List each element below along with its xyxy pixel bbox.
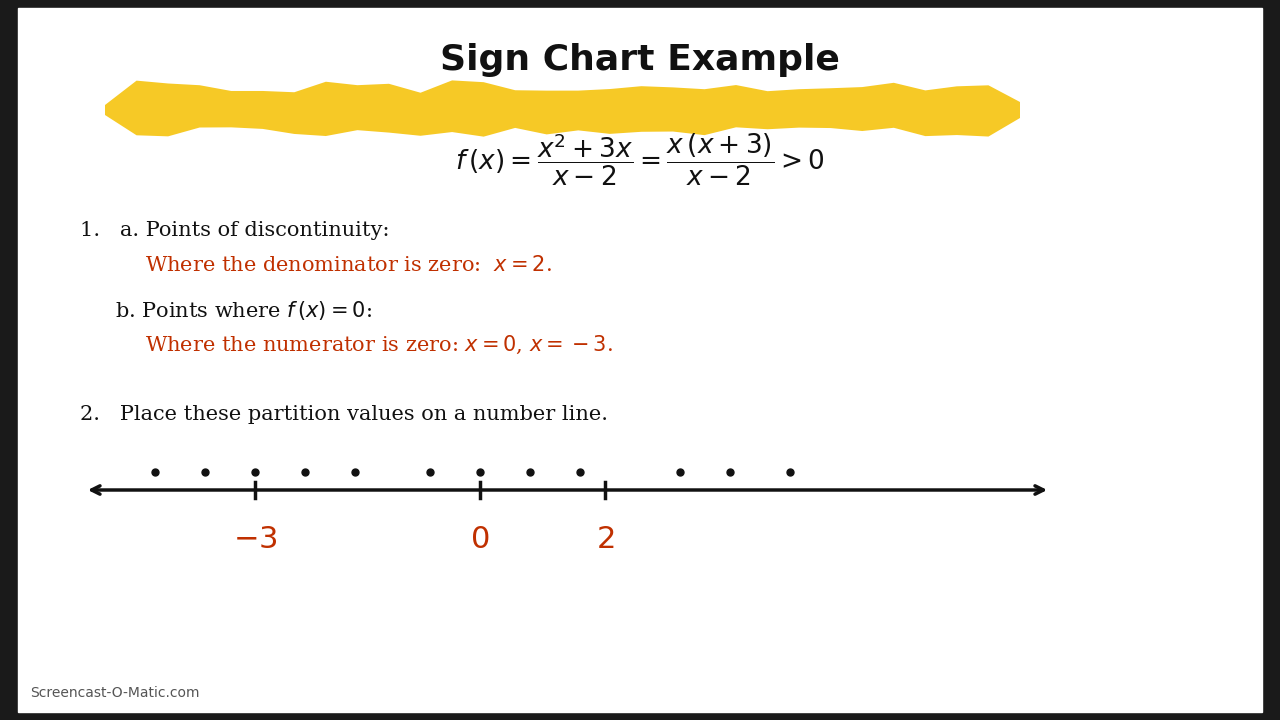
Bar xyxy=(0,0,1280,8)
Text: Sign Chart Example: Sign Chart Example xyxy=(440,43,840,77)
Text: 1.   a. Points of discontinuity:: 1. a. Points of discontinuity: xyxy=(79,220,389,240)
Text: $2$: $2$ xyxy=(595,525,614,554)
Text: $0$: $0$ xyxy=(470,525,490,554)
Text: Where the denominator is zero:  $x = 2$.: Where the denominator is zero: $x = 2$. xyxy=(145,255,552,275)
Text: $f\,(x) = \dfrac{x^2 + 3x}{x - 2} = \dfrac{x\,(x + 3)}{x - 2} > 0$: $f\,(x) = \dfrac{x^2 + 3x}{x - 2} = \dfr… xyxy=(456,132,824,189)
Text: Screencast-O-Matic.com: Screencast-O-Matic.com xyxy=(29,686,200,700)
Polygon shape xyxy=(105,81,1020,137)
Text: Where the numerator is zero: $x = 0$, $x = -3$.: Where the numerator is zero: $x = 0$, $x… xyxy=(145,334,613,356)
Bar xyxy=(0,0,18,720)
Bar xyxy=(1262,0,1280,720)
Bar xyxy=(0,712,1280,720)
Text: b. Points where $f\,(x) = 0$:: b. Points where $f\,(x) = 0$: xyxy=(115,299,372,322)
Text: 2.   Place these partition values on a number line.: 2. Place these partition values on a num… xyxy=(79,405,608,425)
Text: $-3$: $-3$ xyxy=(233,525,278,554)
